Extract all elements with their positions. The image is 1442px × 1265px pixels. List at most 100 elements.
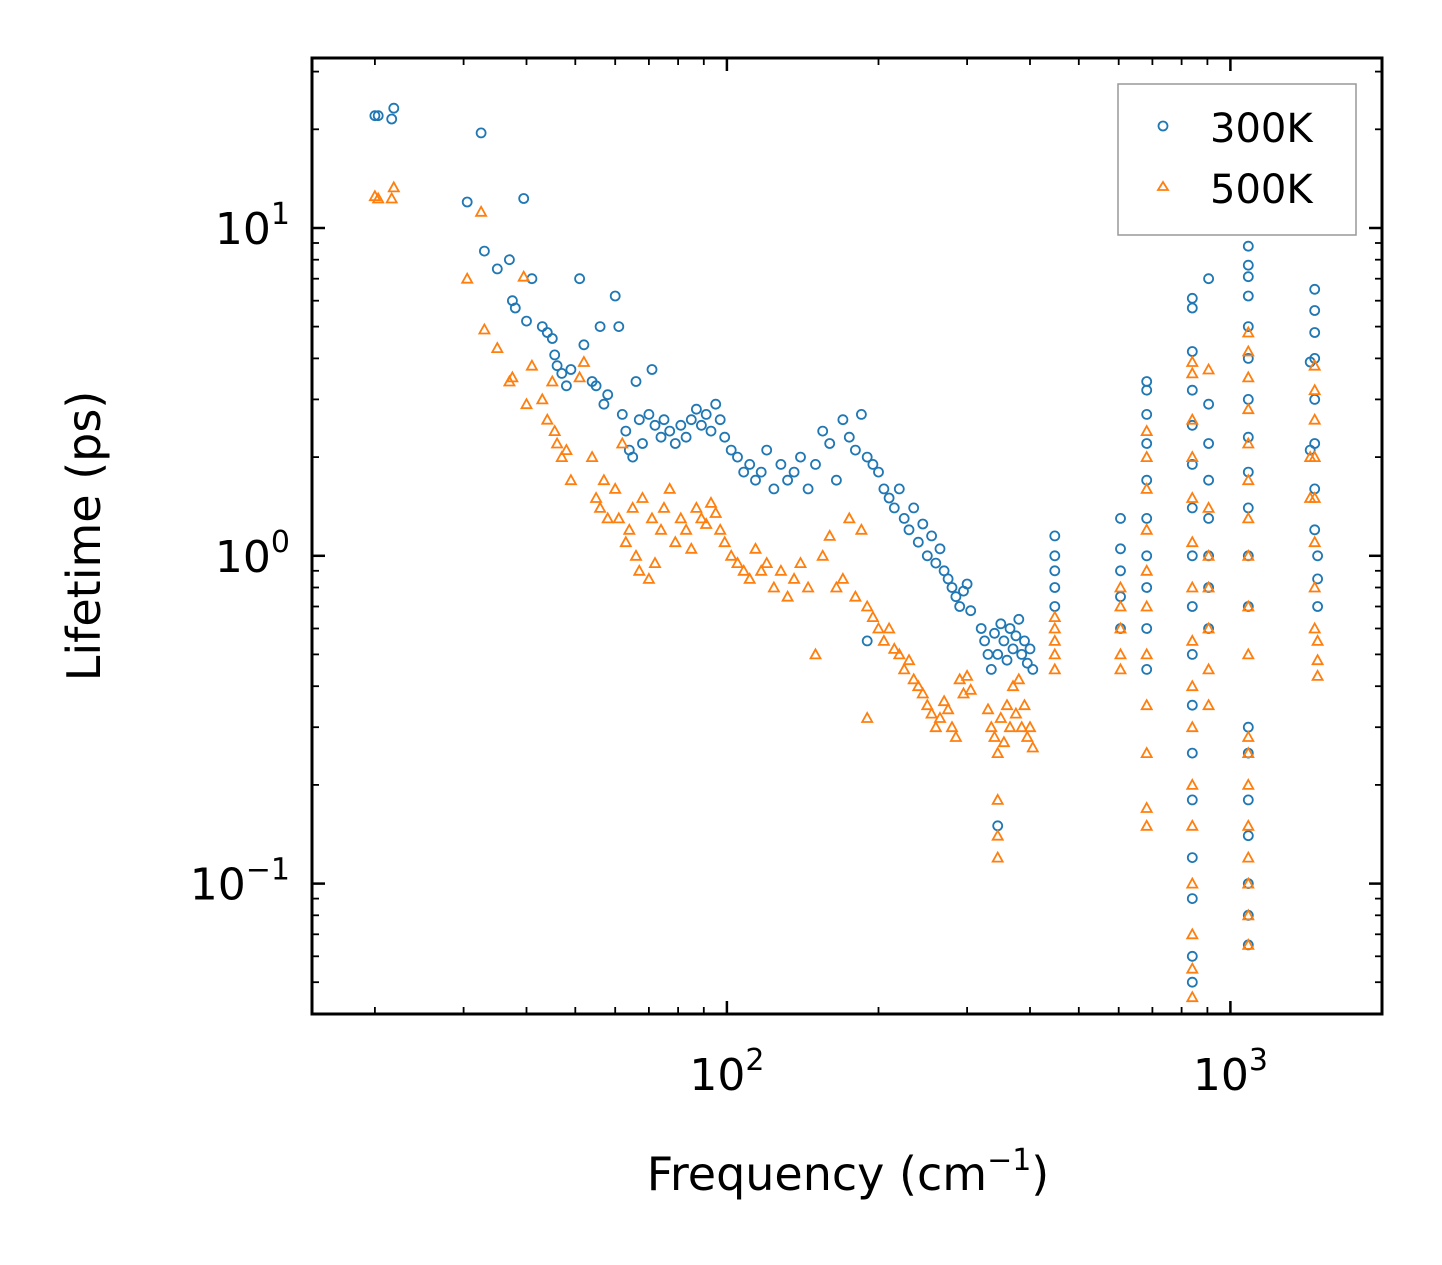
data-point-300k-151 — [1186, 747, 1198, 759]
data-point-300k-118 — [1027, 664, 1039, 675]
data-point-500k-147 — [1185, 634, 1199, 646]
data-point-500k-137 — [1140, 746, 1154, 758]
data-point-500k-109 — [1000, 698, 1014, 711]
data-point-300k-7 — [491, 263, 503, 275]
plot-area-frame — [310, 56, 1384, 1016]
data-point-300k-73 — [843, 431, 855, 443]
data-point-500k-53 — [718, 535, 732, 548]
data-point-300k-146 — [1186, 502, 1198, 514]
data-point-500k-146 — [1185, 580, 1199, 593]
data-point-500k-80 — [887, 642, 901, 654]
data-point-300k-167 — [1242, 271, 1254, 283]
data-point-300k-96 — [954, 601, 966, 612]
data-point-300k-84 — [903, 524, 915, 536]
data-point-300k-180 — [1242, 830, 1254, 842]
data-point-500k-187 — [1308, 491, 1322, 503]
data-point-300k-52 — [710, 398, 722, 410]
data-point-500k-34 — [629, 548, 643, 561]
data-point-300k-87 — [917, 518, 929, 530]
data-point-500k-15 — [545, 374, 559, 387]
data-point-500k-100 — [981, 702, 995, 715]
data-point-500k-81 — [892, 647, 906, 660]
data-point-500k-121 — [1048, 634, 1062, 646]
data-point-500k-49 — [699, 517, 713, 529]
x-axis-ticks — [373, 58, 1383, 1014]
data-point-500k-55 — [730, 556, 745, 568]
data-point-500k-178 — [1241, 876, 1255, 889]
data-point-500k-58 — [748, 541, 763, 554]
data-point-300k-108 — [998, 635, 1010, 647]
data-point-500k-62 — [774, 563, 788, 576]
data-point-500k-164 — [1241, 344, 1255, 357]
data-point-300k-56 — [732, 451, 743, 463]
data-point-300k-17 — [549, 349, 561, 361]
data-point-300k-19 — [556, 367, 568, 379]
data-point-500k-104 — [991, 793, 1005, 805]
data-point-500k-50 — [704, 496, 718, 508]
data-point-500k-165 — [1241, 370, 1255, 383]
data-point-300k-107 — [995, 618, 1007, 630]
data-point-300k-109 — [1001, 654, 1013, 666]
data-point-300k-40 — [649, 419, 661, 431]
data-point-300k-187 — [1309, 305, 1321, 316]
data-point-500k-172 — [1241, 647, 1255, 660]
data-point-500k-30 — [615, 436, 629, 449]
data-point-500k-127 — [1113, 647, 1128, 660]
data-point-300k-138 — [1141, 623, 1153, 634]
x-axis-title-close: ) — [1031, 1147, 1049, 1201]
data-point-300k-36 — [633, 414, 645, 426]
data-point-500k-128 — [1113, 662, 1128, 675]
data-point-300k-157 — [1203, 273, 1214, 285]
data-point-500k-132 — [1140, 522, 1154, 535]
data-point-500k-59 — [754, 563, 768, 576]
data-point-300k-78 — [873, 466, 884, 478]
data-point-300k-91 — [934, 543, 946, 555]
data-point-500k-166 — [1241, 402, 1255, 415]
data-point-300k-189 — [1309, 352, 1321, 364]
data-point-500k-124 — [1113, 580, 1128, 593]
data-point-300k-188 — [1309, 327, 1321, 338]
data-point-500k-90 — [933, 711, 947, 723]
data-point-500k-183 — [1308, 358, 1322, 371]
data-point-300k-54 — [719, 431, 731, 443]
data-point-500k-14 — [540, 412, 554, 425]
data-point-500k-76 — [866, 610, 880, 622]
data-point-300k-50 — [700, 408, 712, 420]
data-point-500k-16 — [548, 424, 562, 437]
data-point-500k-173 — [1241, 730, 1255, 742]
data-point-500k-169 — [1241, 511, 1255, 524]
data-point-300k-8 — [503, 254, 515, 266]
data-point-300k-104 — [985, 664, 997, 675]
data-point-500k-97 — [960, 669, 974, 681]
data-point-300k-86 — [912, 536, 924, 548]
data-point-300k-22 — [574, 273, 585, 285]
data-point-300k-105 — [989, 627, 1000, 639]
data-point-500k-46 — [684, 541, 698, 554]
data-point-500k-157 — [1202, 501, 1216, 513]
data-point-500k-160 — [1202, 621, 1216, 634]
data-point-500k-119 — [1048, 610, 1062, 622]
data-point-500k-184 — [1308, 383, 1322, 396]
series-300k — [369, 102, 1323, 988]
data-point-300k-13 — [521, 315, 532, 327]
data-point-500k-66 — [801, 580, 815, 593]
data-point-300k-61 — [761, 444, 773, 456]
data-point-500k-123 — [1048, 662, 1062, 675]
data-point-500k-31 — [619, 535, 633, 548]
data-point-300k-20 — [561, 380, 572, 392]
data-point-300k-136 — [1141, 550, 1153, 562]
data-point-300k-2 — [386, 113, 398, 125]
data-point-500k-103 — [991, 746, 1005, 758]
data-point-300k-64 — [782, 474, 793, 486]
data-point-500k-125 — [1113, 599, 1128, 612]
data-point-500k-142 — [1185, 412, 1199, 425]
data-point-500k-42 — [663, 482, 677, 494]
data-point-500k-40 — [654, 522, 668, 535]
data-point-300k-70 — [824, 438, 836, 449]
data-point-500k-5 — [474, 204, 488, 217]
data-point-500k-129 — [1140, 424, 1154, 437]
data-point-500k-39 — [648, 556, 662, 568]
data-point-300k-145 — [1186, 458, 1198, 470]
data-point-300k-150 — [1186, 699, 1198, 711]
data-point-500k-154 — [1185, 961, 1199, 974]
